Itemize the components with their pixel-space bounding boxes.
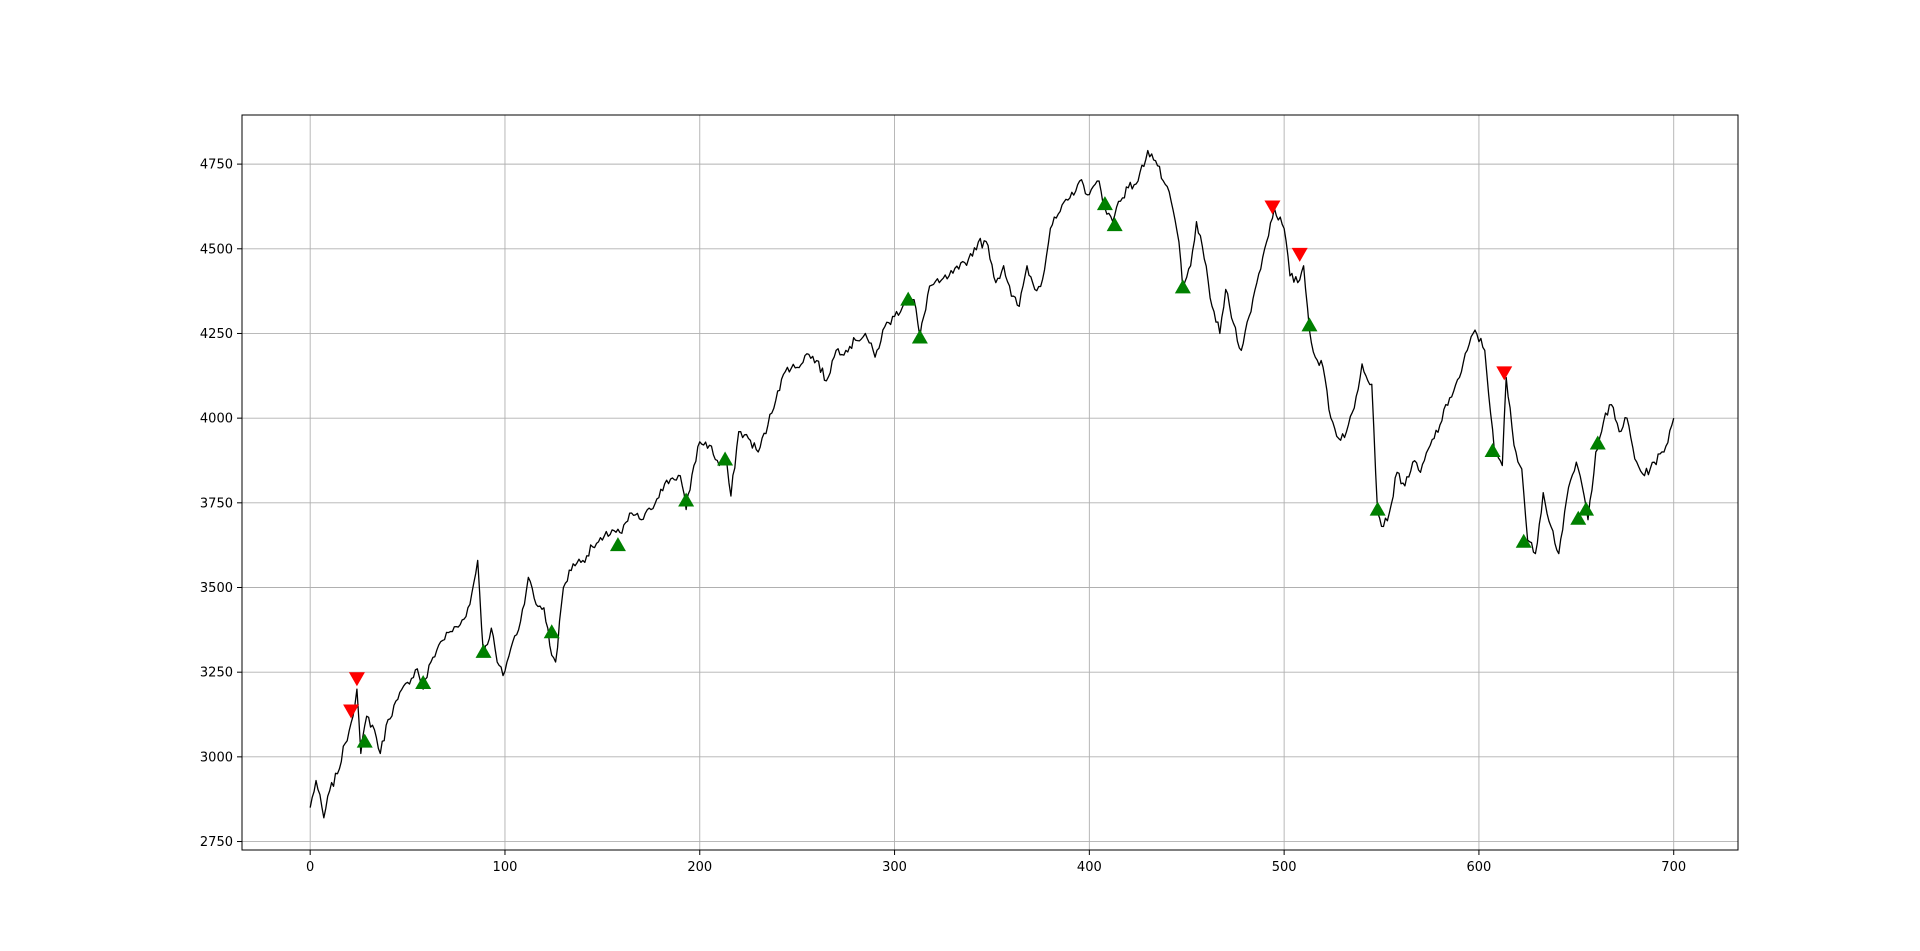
buy-signal-marker bbox=[609, 537, 626, 552]
signal-markers bbox=[343, 196, 1606, 748]
buy-signal-marker bbox=[900, 291, 917, 306]
x-tick-label: 400 bbox=[1077, 860, 1102, 875]
buy-signal-marker bbox=[1578, 501, 1595, 516]
x-tick-label: 700 bbox=[1661, 860, 1686, 875]
buy-signal-marker bbox=[356, 733, 373, 748]
grid-lines bbox=[242, 115, 1738, 850]
y-tick-label: 3750 bbox=[200, 496, 233, 511]
x-tick-label: 100 bbox=[493, 860, 518, 875]
y-tick-label: 4500 bbox=[200, 242, 233, 257]
buy-signal-marker bbox=[475, 643, 492, 658]
buy-signal-marker bbox=[1174, 279, 1191, 294]
x-tick-label: 200 bbox=[687, 860, 712, 875]
sell-signal-marker bbox=[343, 704, 360, 719]
y-tick-label: 3250 bbox=[200, 666, 233, 681]
price-line-series bbox=[309, 149, 1675, 819]
y-tick-label: 2750 bbox=[200, 835, 233, 850]
y-tick-label: 3000 bbox=[200, 750, 233, 765]
x-tick-label: 300 bbox=[882, 860, 907, 875]
sell-signal-marker bbox=[1291, 247, 1308, 262]
sell-signal-marker bbox=[1264, 200, 1281, 215]
x-tick-label: 0 bbox=[306, 860, 314, 875]
y-tick-label: 4750 bbox=[200, 158, 233, 173]
y-tick-label: 3500 bbox=[200, 581, 233, 596]
x-tick-label: 500 bbox=[1272, 860, 1297, 875]
sell-signal-marker bbox=[348, 672, 365, 687]
axes-frame bbox=[241, 114, 1739, 851]
buy-signal-marker bbox=[1301, 317, 1318, 332]
y-tick-label: 4250 bbox=[200, 327, 233, 342]
buy-signal-marker bbox=[1484, 443, 1501, 457]
buy-signal-marker bbox=[1570, 510, 1587, 525]
y-tick-label: 4000 bbox=[200, 412, 233, 427]
buy-signal-marker bbox=[1106, 217, 1123, 232]
x-tick-label: 600 bbox=[1467, 860, 1492, 875]
buy-signal-marker bbox=[911, 329, 928, 344]
buy-signal-marker bbox=[415, 675, 432, 690]
buy-signal-marker bbox=[1515, 533, 1532, 548]
buy-signal-marker bbox=[1589, 435, 1606, 450]
buy-signal-marker bbox=[543, 624, 560, 639]
buy-signal-marker bbox=[1096, 196, 1113, 211]
buy-signal-marker bbox=[717, 451, 734, 466]
buy-signal-marker bbox=[1369, 501, 1386, 516]
axis-ticks: 0 100 200 300 400 500 600 700 2750 3000 3250 3500 37… bbox=[200, 158, 1686, 875]
sell-signal-marker bbox=[1496, 366, 1513, 381]
price-line bbox=[309, 149, 1675, 819]
buy-signal-marker bbox=[678, 492, 695, 507]
